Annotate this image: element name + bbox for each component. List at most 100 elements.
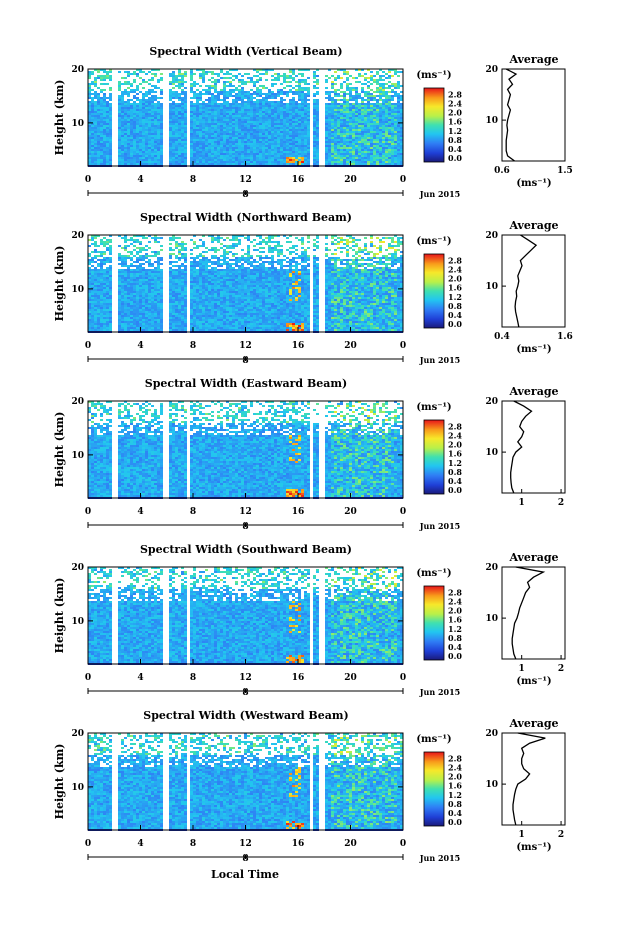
heatmap-cell [91, 281, 94, 283]
heatmap-cell [259, 117, 262, 119]
heatmap-cell [151, 127, 154, 129]
heatmap-cell [145, 103, 148, 105]
heatmap-cell [343, 137, 346, 139]
heatmap-cell [169, 97, 172, 99]
heatmap-cell [100, 329, 103, 331]
heatmap-cell [379, 83, 382, 85]
heatmap-cell [106, 279, 109, 281]
heatmap-cell [334, 141, 337, 143]
heatmap-cell [211, 111, 214, 113]
heatmap-cell [397, 115, 400, 117]
heatmap-cell [268, 161, 271, 163]
heatmap-cell [214, 105, 217, 107]
heatmap-cell [124, 297, 127, 299]
heatmap-cell [373, 111, 376, 113]
heatmap-cell [244, 153, 247, 155]
heatmap-cell [157, 161, 160, 163]
heatmap-cell [136, 89, 139, 91]
heatmap-cell [376, 99, 379, 101]
heatmap-cell [193, 85, 196, 87]
heatmap-cell [247, 139, 250, 141]
heatmap-cell [313, 145, 316, 147]
heatmap-cell [91, 243, 94, 245]
heatmap-cell [373, 145, 376, 147]
heatmap-cell [202, 117, 205, 119]
heatmap-cell [391, 151, 394, 153]
heatmap-cell [250, 135, 253, 137]
heatmap-cell [277, 73, 280, 75]
heatmap-cell [124, 261, 127, 263]
heatmap-cell [385, 137, 388, 139]
heatmap-cell [232, 123, 235, 125]
heatmap-cell [109, 103, 112, 105]
heatmap-cell [373, 137, 376, 139]
heatmap-cell [205, 103, 208, 105]
heatmap-cell [133, 245, 136, 247]
heatmap-cell [208, 143, 211, 145]
heatmap-cell [160, 271, 163, 273]
heatmap-cell [172, 127, 175, 129]
heatmap-cell [328, 133, 331, 135]
heatmap-cell [151, 73, 154, 75]
heatmap-cell [292, 115, 295, 117]
heatmap-cell [121, 303, 124, 305]
heatmap-cell [130, 153, 133, 155]
heatmap-cell [340, 87, 343, 89]
heatmap-cell [97, 75, 100, 77]
heatmap-cell [382, 95, 385, 97]
heatmap-cell [295, 81, 298, 83]
heatmap-cell [118, 149, 121, 151]
heatmap-cell [160, 151, 163, 153]
heatmap-cell [382, 129, 385, 131]
heatmap-cell [262, 129, 265, 131]
heatmap-cell [298, 127, 301, 129]
heatmap-cell [160, 143, 163, 145]
heatmap-cell [157, 139, 160, 141]
heatmap-cell [259, 153, 262, 155]
heatmap-cell [109, 93, 112, 95]
heatmap-cell [139, 77, 142, 79]
heatmap-cell [121, 141, 124, 143]
heatmap-cell [277, 157, 280, 159]
heatmap-cell [253, 161, 256, 163]
heatmap-cell [124, 269, 127, 271]
heatmap-cell [136, 239, 139, 241]
heatmap-cell [352, 119, 355, 121]
heatmap-cell [352, 149, 355, 151]
heatmap-cell [178, 119, 181, 121]
heatmap-cell [277, 151, 280, 153]
heatmap-cell [256, 141, 259, 143]
heatmap-cell [259, 111, 262, 113]
heatmap-cell [217, 131, 220, 133]
heatmap-cell [109, 139, 112, 141]
heatmap-cell [148, 301, 151, 303]
heatmap-cell [127, 157, 130, 159]
heatmap-cell [154, 119, 157, 121]
heatmap-cell [325, 141, 328, 143]
heatmap-cell [121, 287, 124, 289]
heatmap-cell [103, 251, 106, 253]
heatmap-cell [349, 131, 352, 133]
heatmap-cell [106, 239, 109, 241]
heatmap-cell [118, 135, 121, 137]
heatmap-cell [100, 127, 103, 129]
heatmap-cell [109, 321, 112, 323]
heatmap-cell [307, 159, 310, 161]
heatmap-cell [145, 137, 148, 139]
heatmap-cell [154, 105, 157, 107]
heatmap-cell [103, 137, 106, 139]
heatmap-cell [337, 153, 340, 155]
heatmap-cell [253, 85, 256, 87]
heatmap-cell [148, 125, 151, 127]
heatmap-cell [148, 107, 151, 109]
heatmap-cell [193, 91, 196, 93]
heatmap-cell [154, 143, 157, 145]
heatmap-cell [208, 79, 211, 81]
heatmap-cell [103, 311, 106, 313]
heatmap-cell [241, 161, 244, 163]
heatmap-cell [136, 299, 139, 301]
heatmap-cell [196, 125, 199, 127]
heatmap-cell [376, 143, 379, 145]
heatmap-cell [316, 105, 319, 107]
heatmap-cell [151, 117, 154, 119]
